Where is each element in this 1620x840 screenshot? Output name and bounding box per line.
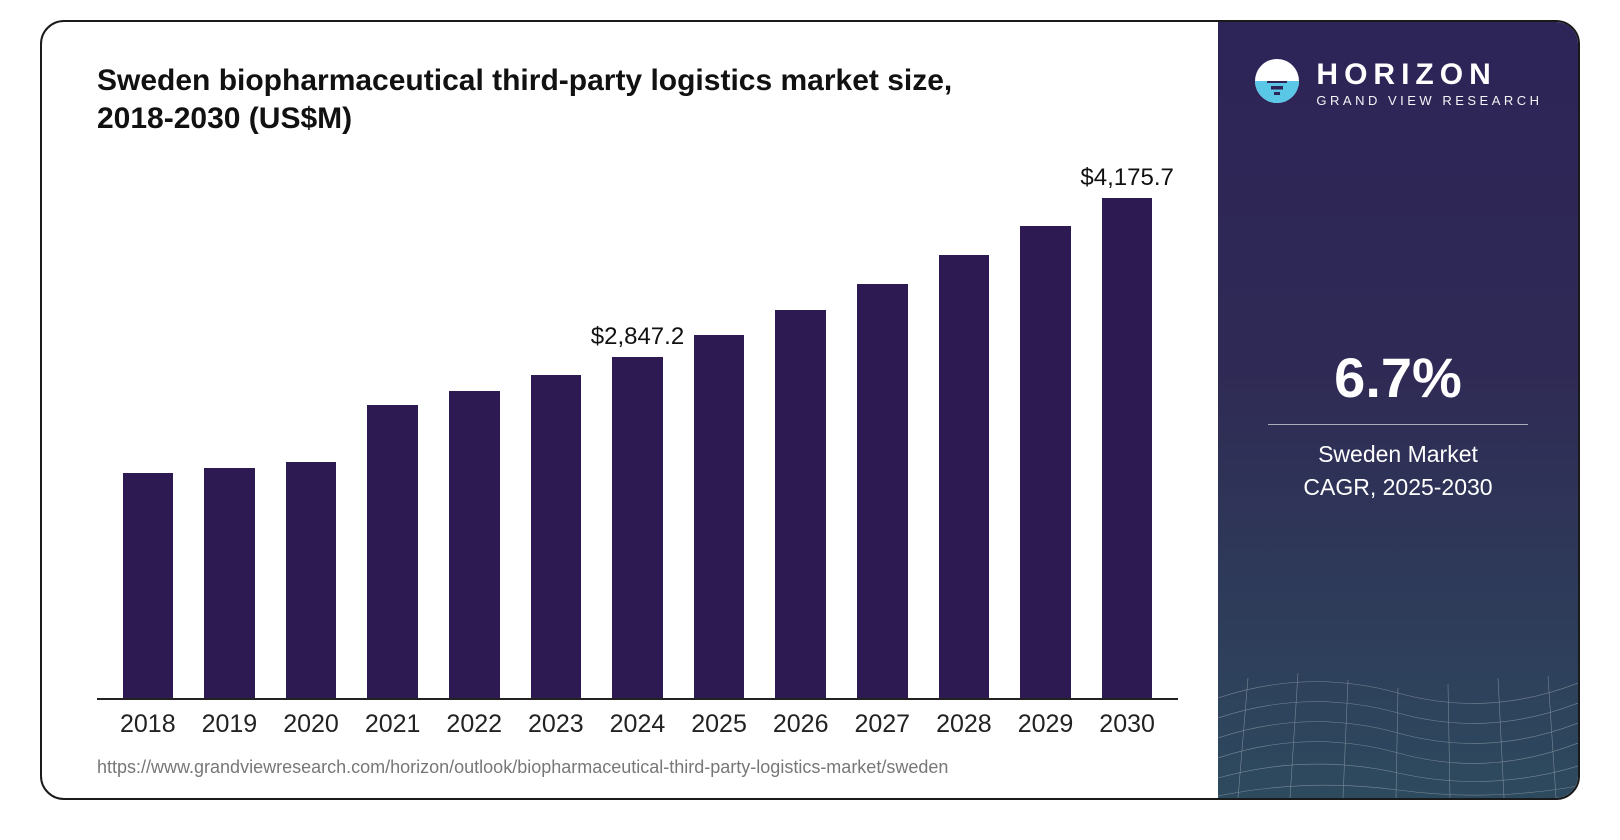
metric-block: 6.7% Sweden Market CAGR, 2025-2030 [1268, 345, 1528, 501]
source-url: https://www.grandviewresearch.com/horizo… [97, 757, 1178, 778]
divider [1268, 424, 1528, 425]
bar [857, 284, 908, 698]
metric-line-2: CAGR, 2025-2030 [1268, 474, 1528, 501]
x-tick-label: 2029 [1005, 710, 1087, 739]
x-tick-label: 2024 [597, 710, 679, 739]
plot-area: $2,847.2 $4,175.7 [97, 147, 1178, 700]
x-tick-label: 2027 [841, 710, 923, 739]
bar-column [515, 147, 597, 698]
bar [286, 462, 337, 698]
x-tick-label: 2019 [189, 710, 271, 739]
bar-column [433, 147, 515, 698]
bar [449, 391, 500, 698]
bar-column [760, 147, 842, 698]
x-tick-label: 2026 [760, 710, 842, 739]
metric-line-1: Sweden Market [1268, 441, 1528, 468]
x-tick-label: 2018 [107, 710, 189, 739]
x-tick-label: 2025 [678, 710, 760, 739]
bar [531, 375, 582, 698]
bar-column [107, 147, 189, 698]
chart-title: Sweden biopharmaceutical third-party log… [97, 62, 997, 137]
report-card: Sweden biopharmaceutical third-party log… [40, 20, 1580, 800]
bar-value-label: $4,175.7 [1080, 164, 1173, 198]
brand-subtitle: GRAND VIEW RESEARCH [1316, 94, 1542, 107]
bar [612, 357, 663, 698]
brand-logo: HORIZON GRAND VIEW RESEARCH [1253, 57, 1542, 110]
bar [1020, 226, 1071, 698]
bar-column [923, 147, 1005, 698]
bar-column [189, 147, 271, 698]
bar-column [270, 147, 352, 698]
bar [694, 335, 745, 698]
bar-value-label: $2,847.2 [591, 323, 684, 357]
bar [775, 310, 826, 698]
side-panel: HORIZON GRAND VIEW RESEARCH 6.7% Sweden … [1218, 22, 1578, 798]
bar [367, 405, 418, 698]
bar-column [678, 147, 760, 698]
bar [939, 255, 990, 698]
bar [123, 473, 174, 698]
bar-column: $4,175.7 [1086, 147, 1168, 698]
x-tick-label: 2030 [1086, 710, 1168, 739]
bar-column [841, 147, 923, 698]
brand-name: HORIZON [1316, 60, 1542, 90]
bars-container: $2,847.2 $4,175.7 [97, 147, 1178, 698]
bar-column [1005, 147, 1087, 698]
chart-panel: Sweden biopharmaceutical third-party log… [42, 22, 1218, 798]
cagr-percent: 6.7% [1268, 345, 1528, 410]
mesh-decoration [1218, 658, 1578, 798]
bar-column: $2,847.2 [597, 147, 679, 698]
x-tick-label: 2028 [923, 710, 1005, 739]
brand-text: HORIZON GRAND VIEW RESEARCH [1316, 60, 1542, 107]
x-tick-label: 2021 [352, 710, 434, 739]
horizon-logo-icon [1253, 57, 1301, 110]
x-tick-label: 2020 [270, 710, 352, 739]
bar [1102, 198, 1153, 698]
bar-column [352, 147, 434, 698]
x-tick-label: 2023 [515, 710, 597, 739]
bar [204, 468, 255, 698]
chart-area: $2,847.2$4,175.7 20182019202020212022202… [97, 147, 1178, 739]
x-tick-label: 2022 [433, 710, 515, 739]
x-axis: 2018201920202021202220232024202520262027… [97, 700, 1178, 739]
